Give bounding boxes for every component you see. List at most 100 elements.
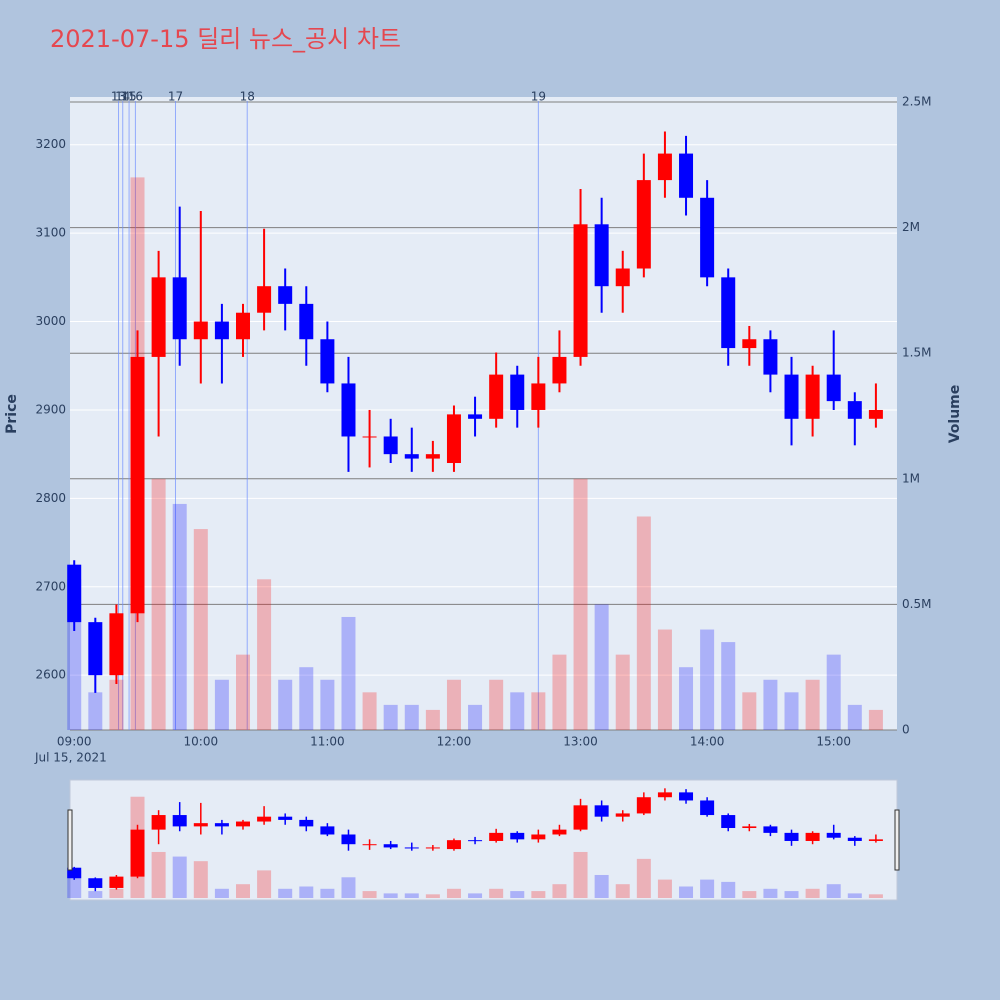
mini-candle-body (425, 847, 440, 849)
candle-body (552, 356, 567, 384)
volume-bar (151, 478, 166, 730)
mini-volume-bar (341, 877, 356, 898)
chart-title: 2021-07-15 딜리 뉴스_공시 차트 (50, 25, 401, 53)
volume-bar (172, 503, 187, 730)
volume-bar (763, 679, 778, 730)
volume-bar (552, 654, 567, 730)
mini-candle-body (341, 834, 356, 845)
candle-body (257, 286, 272, 313)
volume-bar (383, 704, 398, 730)
mini-volume-bar (383, 893, 398, 898)
x-tick-label: 14:00 (690, 735, 725, 749)
volume-bar (88, 692, 103, 730)
mini-candle-body (67, 867, 82, 879)
candle-body (425, 454, 440, 459)
candle-body (383, 436, 398, 455)
x-tick-label: 15:00 (816, 735, 851, 749)
volume-bar (615, 654, 630, 730)
volume-bar (446, 679, 461, 730)
candle-body (657, 153, 672, 181)
mini-volume-bar (552, 884, 567, 898)
y2-tick-label: 0.5M (902, 597, 931, 611)
candle-body (278, 286, 293, 304)
candle-body (805, 374, 820, 419)
y-tick-label: 3000 (35, 314, 66, 328)
candle-body (826, 374, 841, 402)
candle-body (404, 454, 419, 459)
mini-candle-body (763, 826, 778, 833)
candle-body (573, 224, 588, 357)
mini-candle-body (235, 821, 250, 827)
mini-candle-body (193, 823, 208, 827)
mini-candle-body (151, 815, 166, 830)
candle-body (763, 339, 778, 375)
mini-candle-body (826, 832, 841, 838)
range-slider[interactable] (69, 779, 898, 901)
candle-body (510, 374, 525, 410)
y-tick-label: 3100 (35, 226, 66, 240)
volume-bar (826, 654, 841, 730)
volume-bar (679, 667, 694, 730)
volume-bar (721, 642, 736, 730)
x-tick-label: 12:00 (437, 735, 472, 749)
mini-candle-body (299, 819, 314, 827)
mini-volume-bar (193, 861, 208, 898)
volume-bar (657, 629, 672, 730)
y-tick-label: 2800 (35, 491, 66, 505)
mini-candle-body (510, 832, 525, 840)
volume-bar (489, 679, 504, 730)
mini-candle-body (721, 815, 736, 829)
mini-candle-body (109, 876, 124, 888)
volume-bar (425, 709, 440, 730)
candle-body (88, 622, 103, 676)
event-label: 16 (128, 90, 143, 104)
range-handle[interactable] (67, 809, 73, 871)
mini-candle-body (278, 816, 293, 820)
candle-body (489, 374, 504, 419)
mini-candle-body (489, 832, 504, 841)
x-tick-label: 09:00 (57, 735, 92, 749)
volume-bar (362, 692, 377, 730)
volume-bar (847, 704, 862, 730)
mini-candle-body (320, 826, 335, 835)
volume-bar (341, 616, 356, 730)
mini-volume-bar (763, 888, 778, 898)
mini-volume-bar (573, 851, 588, 898)
mini-volume-bar (784, 891, 799, 898)
candle-body (742, 339, 757, 349)
candle-body (193, 321, 208, 340)
mini-volume-bar (404, 893, 419, 898)
volume-bar (299, 667, 314, 730)
candle-body (446, 414, 461, 464)
x-tick-label: 10:00 (184, 735, 219, 749)
candle-body (67, 564, 82, 623)
mini-candle-body (214, 823, 229, 827)
mini-candle-body (636, 797, 651, 814)
candle-body (679, 153, 694, 198)
mini-volume-bar (594, 874, 609, 898)
candle-body (362, 436, 377, 438)
volume-bar (109, 679, 124, 730)
volume-bar (742, 692, 757, 730)
mini-volume-bar (468, 893, 483, 898)
mini-volume-bar (721, 881, 736, 898)
candle-body (615, 268, 630, 287)
mini-volume-bar (425, 894, 440, 898)
mini-volume-bar (742, 891, 757, 898)
mini-candle-body (657, 792, 672, 798)
mini-volume-bar (510, 891, 525, 898)
mini-candle-body (468, 840, 483, 842)
volume-bar (573, 478, 588, 730)
mini-candle-body (700, 800, 715, 816)
mini-volume-bar (847, 893, 862, 898)
range-handle[interactable] (894, 809, 900, 871)
volume-bar (531, 692, 546, 730)
candle-body (130, 356, 145, 614)
volume-bar (868, 709, 883, 730)
mini-candle-body (362, 844, 377, 846)
volume-bar (278, 679, 293, 730)
mini-candle-body (130, 829, 145, 877)
mini-candle-body (552, 829, 567, 835)
mini-candle-body (742, 826, 757, 829)
